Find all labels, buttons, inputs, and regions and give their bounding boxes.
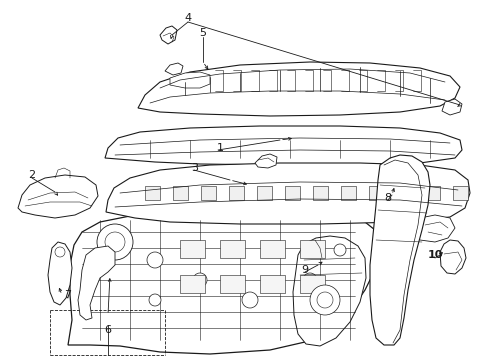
Polygon shape <box>440 240 466 274</box>
Circle shape <box>303 273 317 287</box>
Polygon shape <box>68 210 378 354</box>
Polygon shape <box>300 275 325 293</box>
Text: 2: 2 <box>28 170 36 180</box>
Polygon shape <box>370 155 430 345</box>
Polygon shape <box>105 126 462 165</box>
Polygon shape <box>180 240 205 258</box>
Polygon shape <box>453 186 468 200</box>
Polygon shape <box>201 186 216 200</box>
Polygon shape <box>78 246 115 320</box>
Text: 8: 8 <box>385 193 392 203</box>
Polygon shape <box>255 154 277 168</box>
Text: 7: 7 <box>65 290 72 300</box>
Circle shape <box>310 285 340 315</box>
Polygon shape <box>260 275 285 293</box>
Polygon shape <box>180 275 205 293</box>
Polygon shape <box>341 186 356 200</box>
Circle shape <box>97 224 133 260</box>
Polygon shape <box>369 186 384 200</box>
Polygon shape <box>313 186 328 200</box>
Circle shape <box>193 273 207 287</box>
Polygon shape <box>173 186 188 200</box>
Polygon shape <box>138 62 460 116</box>
Polygon shape <box>220 275 245 293</box>
Polygon shape <box>412 215 455 242</box>
Circle shape <box>149 294 161 306</box>
Polygon shape <box>145 186 160 200</box>
Text: 1: 1 <box>217 143 223 153</box>
Text: 4: 4 <box>184 13 192 23</box>
Text: 9: 9 <box>301 265 309 275</box>
Polygon shape <box>229 186 244 200</box>
Polygon shape <box>397 186 412 200</box>
Circle shape <box>55 247 65 257</box>
Polygon shape <box>106 163 470 224</box>
Circle shape <box>242 292 258 308</box>
Polygon shape <box>260 240 285 258</box>
Polygon shape <box>48 242 72 305</box>
Polygon shape <box>442 99 462 115</box>
Polygon shape <box>165 63 183 75</box>
Polygon shape <box>257 186 272 200</box>
Text: 5: 5 <box>199 28 206 38</box>
Text: 6: 6 <box>104 325 112 335</box>
Polygon shape <box>300 240 325 258</box>
Polygon shape <box>220 240 245 258</box>
Text: 10: 10 <box>427 250 442 260</box>
Circle shape <box>317 292 333 308</box>
Polygon shape <box>293 236 366 346</box>
Polygon shape <box>425 186 440 200</box>
Circle shape <box>334 244 346 256</box>
Polygon shape <box>160 26 177 44</box>
Text: 3: 3 <box>192 163 198 173</box>
Circle shape <box>147 252 163 268</box>
Polygon shape <box>285 186 300 200</box>
Polygon shape <box>170 72 210 88</box>
Polygon shape <box>18 175 98 218</box>
Circle shape <box>105 232 125 252</box>
